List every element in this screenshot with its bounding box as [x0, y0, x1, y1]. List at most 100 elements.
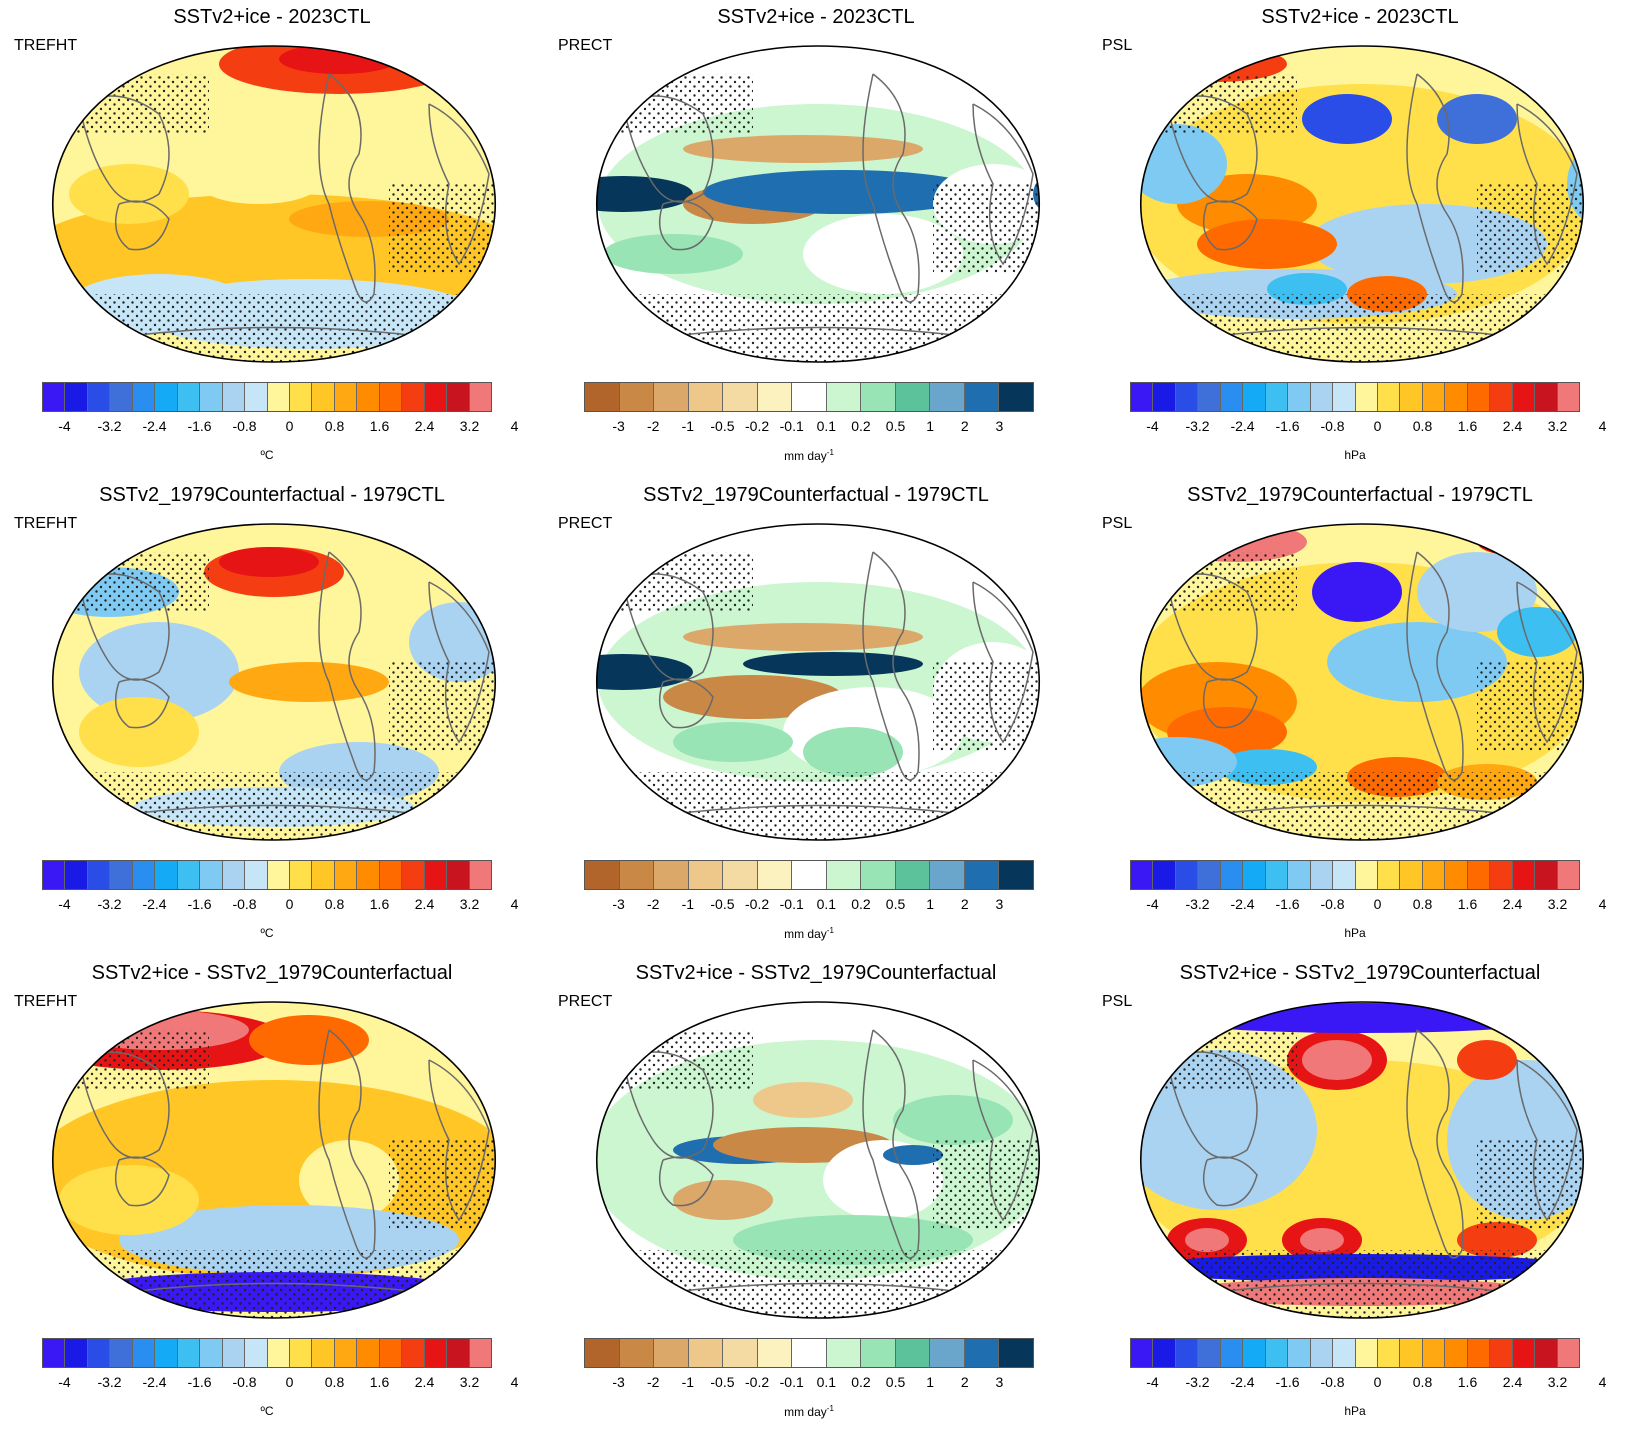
colorbar-tick-label: -3	[612, 896, 625, 912]
map-trefht	[52, 1001, 496, 1319]
colorbar-swatch	[1243, 383, 1266, 411]
colorbar-swatch	[1265, 1339, 1289, 1367]
panel-prect-row2: SSTv2_1979Counterfactual - 1979CTL PRECT -…	[544, 478, 1088, 956]
panel-title: SSTv2_1979Counterfactual - 1979CTL	[643, 484, 989, 506]
colorbar-tick-label: -4	[1146, 418, 1159, 434]
colorbar	[1130, 860, 1580, 890]
stippling-region	[1140, 294, 1584, 362]
colorbar-swatch	[1198, 1339, 1221, 1367]
panel-prect-row1: SSTv2+ice - 2023CTL PRECT -3 -2 -1 -0.5 -0.2 -0…	[544, 0, 1088, 478]
anomaly-region	[596, 176, 693, 212]
colorbar-tick-label: 1.6	[369, 896, 390, 912]
stippling-region	[1477, 662, 1584, 752]
colorbar-swatch	[245, 1339, 268, 1367]
colorbar-swatch	[1445, 1339, 1468, 1367]
coastline	[972, 103, 1034, 266]
colorbar-swatch	[757, 861, 793, 889]
panel-trefht-row3: SSTv2+ice - SSTv2_1979Counterfactual TREF…	[0, 956, 544, 1434]
map-trefht	[52, 523, 496, 841]
colorbar	[584, 382, 1034, 412]
colorbar-tick-label: 2	[960, 418, 969, 434]
map-psl	[1140, 523, 1584, 841]
coastline	[622, 573, 714, 681]
colorbar-swatch	[1445, 383, 1468, 411]
anomaly-region	[673, 1180, 773, 1220]
colorbar-swatch	[723, 861, 758, 889]
map-outline	[52, 523, 496, 841]
units-text: hPa	[1344, 448, 1366, 462]
colorbar-tick-label: 1	[926, 1374, 935, 1390]
colorbar-swatch	[1422, 1339, 1446, 1367]
anomaly-region	[79, 697, 199, 767]
colorbar-swatch	[999, 861, 1033, 889]
colorbar-swatch	[289, 383, 313, 411]
colorbar-tick-label: -2.4	[1230, 1374, 1255, 1390]
stippling-region	[613, 74, 753, 134]
stippling-region	[69, 1030, 209, 1090]
colorbar-swatch	[654, 383, 689, 411]
stippling-region	[1157, 1030, 1297, 1090]
colorbar-swatch	[1557, 1339, 1580, 1367]
colorbar-swatch	[1333, 861, 1356, 889]
colorbar-tick-label: -1	[681, 896, 695, 912]
stippling-region	[933, 662, 1040, 752]
colorbar-tick-label: 3.2	[459, 896, 480, 912]
colorbar-tick-label: 0.2	[851, 896, 871, 912]
anomaly-region	[683, 623, 923, 651]
colorbar-swatch	[1512, 1339, 1536, 1367]
colorbar-swatch	[1333, 383, 1356, 411]
colorbar	[42, 382, 492, 412]
map-outline	[596, 523, 1040, 841]
colorbar-swatch	[132, 1339, 156, 1367]
colorbar-swatch	[1445, 861, 1468, 889]
colorbar-swatch	[723, 1339, 758, 1367]
stippling-region	[1477, 1140, 1584, 1230]
coastline	[1216, 326, 1508, 337]
stippling-region	[933, 1140, 1040, 1230]
colorbar-units: mm day-1	[784, 926, 834, 941]
colorbar-tick-label: 0	[285, 1374, 294, 1390]
colorbar-tick-label: -2	[646, 1374, 660, 1390]
stippling-region	[596, 772, 1040, 840]
variable-label: TREFHT	[14, 37, 78, 54]
coastline	[428, 103, 490, 266]
colorbar-units: ºC	[260, 926, 273, 940]
colorbar-swatch	[1220, 383, 1244, 411]
coastline	[862, 551, 920, 781]
colorbar-tick-label: -2.4	[1230, 896, 1255, 912]
colorbar-tick-label: -0.8	[1320, 896, 1345, 912]
coastline	[114, 1156, 170, 1207]
colorbar-tick-label: -0.5	[710, 896, 735, 912]
colorbar-swatch	[1243, 861, 1266, 889]
colorbar-tick-label: 3	[995, 896, 1004, 912]
colorbar-tick-label: -0.8	[1320, 418, 1345, 434]
stippling-region	[613, 1030, 753, 1090]
units-exponent: -1	[826, 448, 834, 457]
colorbar-tick-label: 3.2	[1547, 1374, 1568, 1390]
colorbar-tick-label: -1.6	[1275, 1374, 1300, 1390]
stippling-region	[1157, 74, 1297, 134]
colorbar-swatch	[43, 861, 66, 889]
anomaly-region	[1312, 562, 1402, 622]
variable-label: TREFHT	[14, 515, 78, 532]
colorbar-swatch	[1355, 1339, 1378, 1367]
colorbar-swatch	[222, 1339, 246, 1367]
anomaly-region	[1162, 1003, 1562, 1033]
colorbar-swatch	[757, 1339, 793, 1367]
anomaly-region	[803, 214, 963, 294]
colorbar-swatch	[65, 861, 88, 889]
coastline	[78, 573, 170, 681]
colorbar-swatch	[964, 861, 1000, 889]
colorbar-swatch	[289, 1339, 313, 1367]
units-text: ºC	[260, 1404, 274, 1418]
colorbar-swatch	[379, 1339, 403, 1367]
coastline	[1166, 573, 1258, 681]
stippling-region	[596, 294, 1040, 362]
colorbar-tick-label: -4	[1146, 1374, 1159, 1390]
anomaly-region	[1300, 1228, 1344, 1252]
colorbar-swatch	[585, 1339, 620, 1367]
units-exponent: -1	[826, 926, 834, 935]
colorbar-tick-label: 1.6	[1457, 896, 1478, 912]
colorbar-swatch	[87, 383, 111, 411]
coastline	[128, 326, 420, 337]
